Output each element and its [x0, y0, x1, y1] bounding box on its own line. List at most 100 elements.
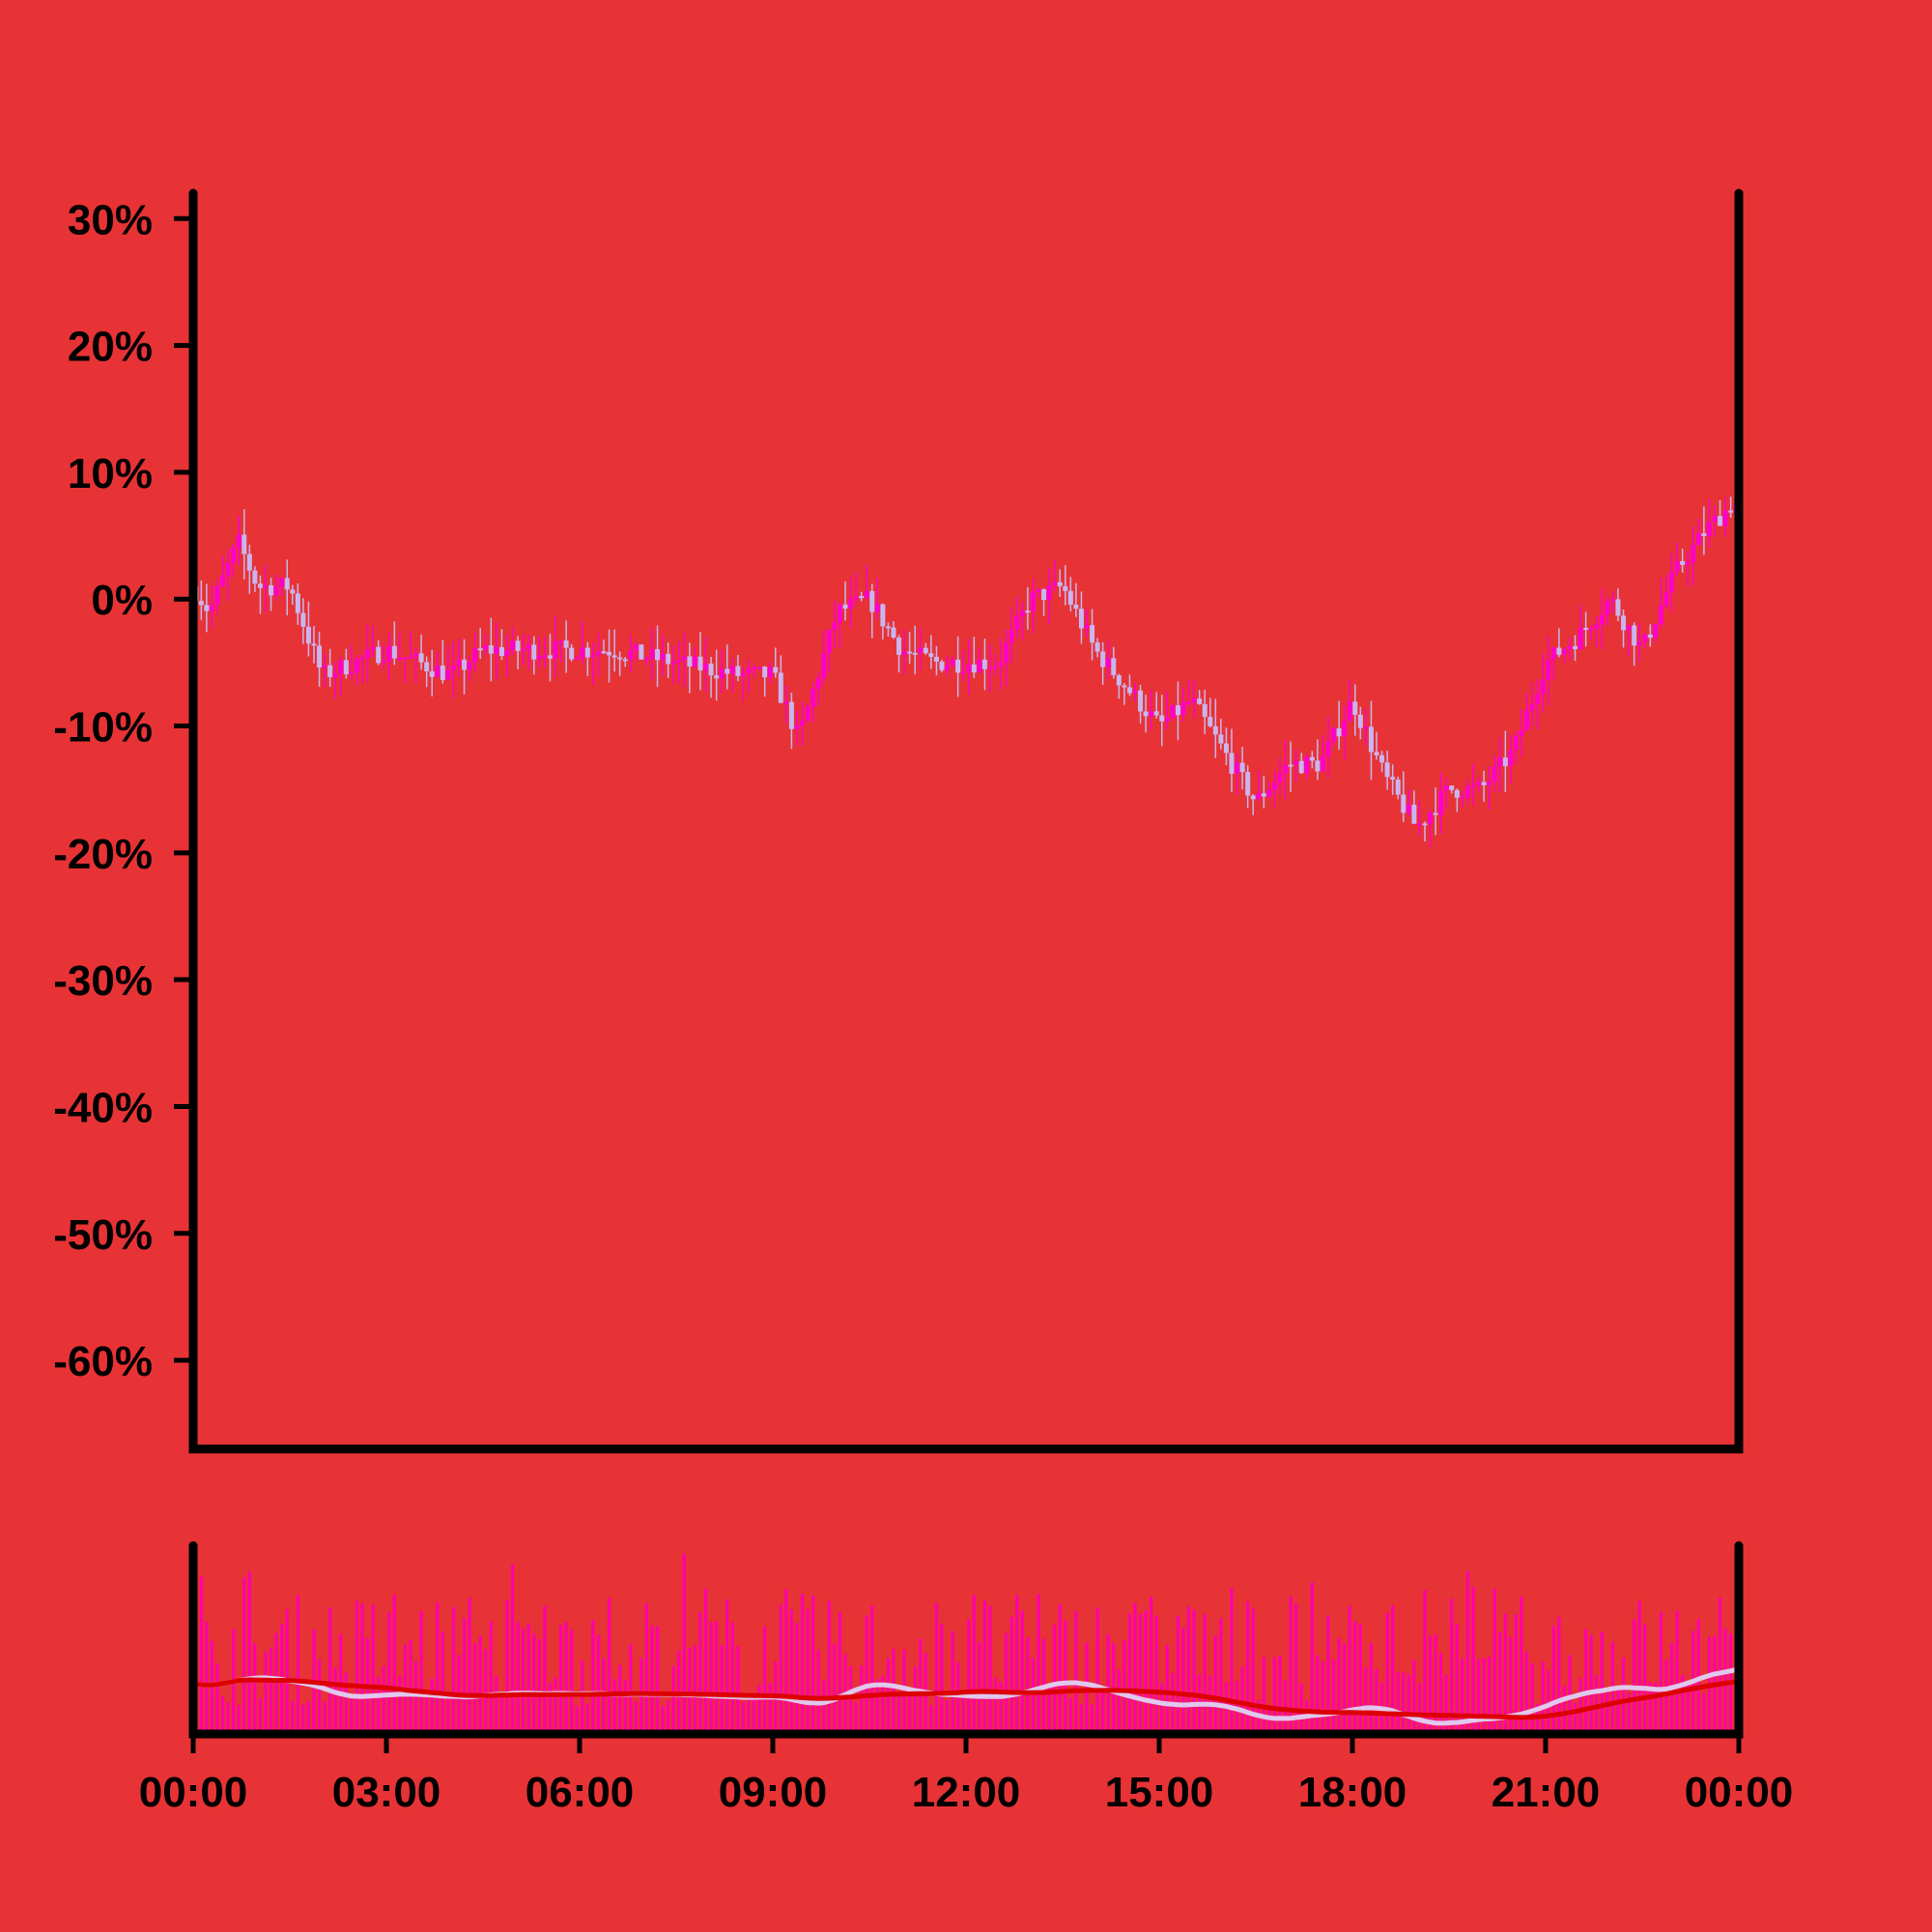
volume-bar — [1101, 1688, 1105, 1734]
candle-body — [542, 655, 548, 658]
x-tick-label: 09:00 — [719, 1769, 828, 1816]
moving-average-lines — [195, 1667, 1737, 1726]
candle-body — [800, 721, 806, 725]
candle-body — [729, 666, 735, 674]
volume-bar — [237, 1705, 241, 1734]
candle-body — [1036, 589, 1041, 592]
candle-body — [1449, 785, 1455, 790]
candle-body — [1663, 592, 1669, 606]
candle-body — [408, 656, 413, 659]
volume-bar — [1664, 1659, 1668, 1734]
volume-bar — [247, 1571, 251, 1734]
volume-bar — [205, 1621, 209, 1734]
volume-bar — [1605, 1692, 1609, 1734]
candle-body — [1078, 609, 1084, 629]
candle-body — [569, 647, 575, 660]
y-tick-label: -10% — [53, 704, 153, 752]
volume-bar — [1589, 1634, 1593, 1734]
volume-bar — [1074, 1610, 1078, 1734]
candle-body — [993, 666, 999, 668]
volume-bar — [1251, 1608, 1255, 1734]
candle-body — [1293, 760, 1299, 765]
volume-bar — [816, 1649, 820, 1734]
volume-bar — [1031, 1658, 1036, 1734]
volume-bar — [715, 1620, 719, 1734]
candle-body — [670, 662, 676, 665]
volume-bar — [387, 1611, 391, 1734]
volume-bar — [1230, 1587, 1234, 1734]
volume-bar — [1385, 1612, 1389, 1734]
volume-bar — [1358, 1624, 1362, 1734]
volume-bar — [913, 1666, 917, 1734]
volume-bar — [226, 1702, 230, 1734]
volume-bar — [1138, 1613, 1143, 1734]
x-tick-label: 18:00 — [1298, 1769, 1407, 1816]
candle-body — [783, 701, 789, 704]
candle-body — [1218, 734, 1224, 744]
candle-body — [676, 659, 682, 663]
volume-bar — [1326, 1615, 1330, 1734]
volume-bar — [1488, 1657, 1492, 1734]
volume-bar — [1476, 1659, 1481, 1734]
candle-body — [1599, 614, 1605, 625]
candle-body — [231, 547, 237, 563]
volume-bar — [1621, 1657, 1626, 1734]
volume-bar — [1020, 1610, 1024, 1734]
volume-bar — [612, 1679, 616, 1734]
candle-body — [1460, 797, 1465, 800]
volume-bar — [865, 1615, 868, 1734]
volume-bar — [1391, 1605, 1395, 1734]
candle-body — [1122, 685, 1127, 688]
candle-body — [864, 590, 869, 598]
candle-body — [891, 627, 896, 638]
candle-body — [1019, 611, 1025, 616]
volume-bar — [607, 1597, 611, 1734]
volume-bar — [596, 1634, 601, 1734]
volume-bar — [468, 1598, 471, 1734]
volume-bar — [291, 1700, 295, 1734]
volume-bar — [210, 1640, 214, 1734]
volume-bar — [671, 1665, 675, 1734]
candle-body — [643, 658, 649, 661]
candle-body — [1615, 599, 1621, 616]
candle-body — [901, 651, 907, 655]
candle-body — [1250, 795, 1256, 800]
volume-bar — [430, 1678, 434, 1734]
candle-body — [1191, 698, 1197, 702]
candle-body — [1642, 634, 1648, 642]
volume-bar — [296, 1595, 299, 1734]
candle-body — [1653, 624, 1659, 639]
volume-bar — [999, 1681, 1003, 1734]
volume-bar — [360, 1603, 364, 1734]
candle-body — [1256, 793, 1262, 800]
volume-bar — [1654, 1682, 1658, 1734]
candle-body — [1347, 701, 1352, 722]
y-tick-label: 0% — [91, 577, 153, 624]
volume-bar — [860, 1665, 864, 1734]
candle-body — [1550, 647, 1556, 660]
candle-body — [1669, 571, 1675, 593]
candle-body — [269, 584, 274, 596]
volume-bar — [688, 1647, 692, 1734]
candle-body — [853, 596, 859, 600]
volume-bar — [682, 1553, 686, 1734]
candle-body — [1090, 625, 1095, 643]
volume-bar — [1455, 1624, 1459, 1734]
candle-body — [1202, 703, 1208, 718]
candle-body — [472, 648, 478, 663]
volume-bar — [301, 1704, 305, 1734]
candle-body — [300, 612, 306, 627]
volume-bar — [1154, 1615, 1158, 1734]
volume-bar — [1117, 1669, 1121, 1734]
candle-body — [1153, 711, 1159, 716]
x-tick-label: 00:00 — [1685, 1769, 1794, 1816]
volume-bar — [779, 1604, 782, 1734]
volume-bar — [371, 1605, 375, 1734]
volume-bar — [554, 1677, 557, 1734]
volume-bar — [768, 1682, 772, 1734]
candle-body — [574, 657, 580, 660]
candle-body — [1422, 823, 1428, 826]
candle-body — [1573, 645, 1578, 650]
volume-bar — [870, 1605, 874, 1734]
